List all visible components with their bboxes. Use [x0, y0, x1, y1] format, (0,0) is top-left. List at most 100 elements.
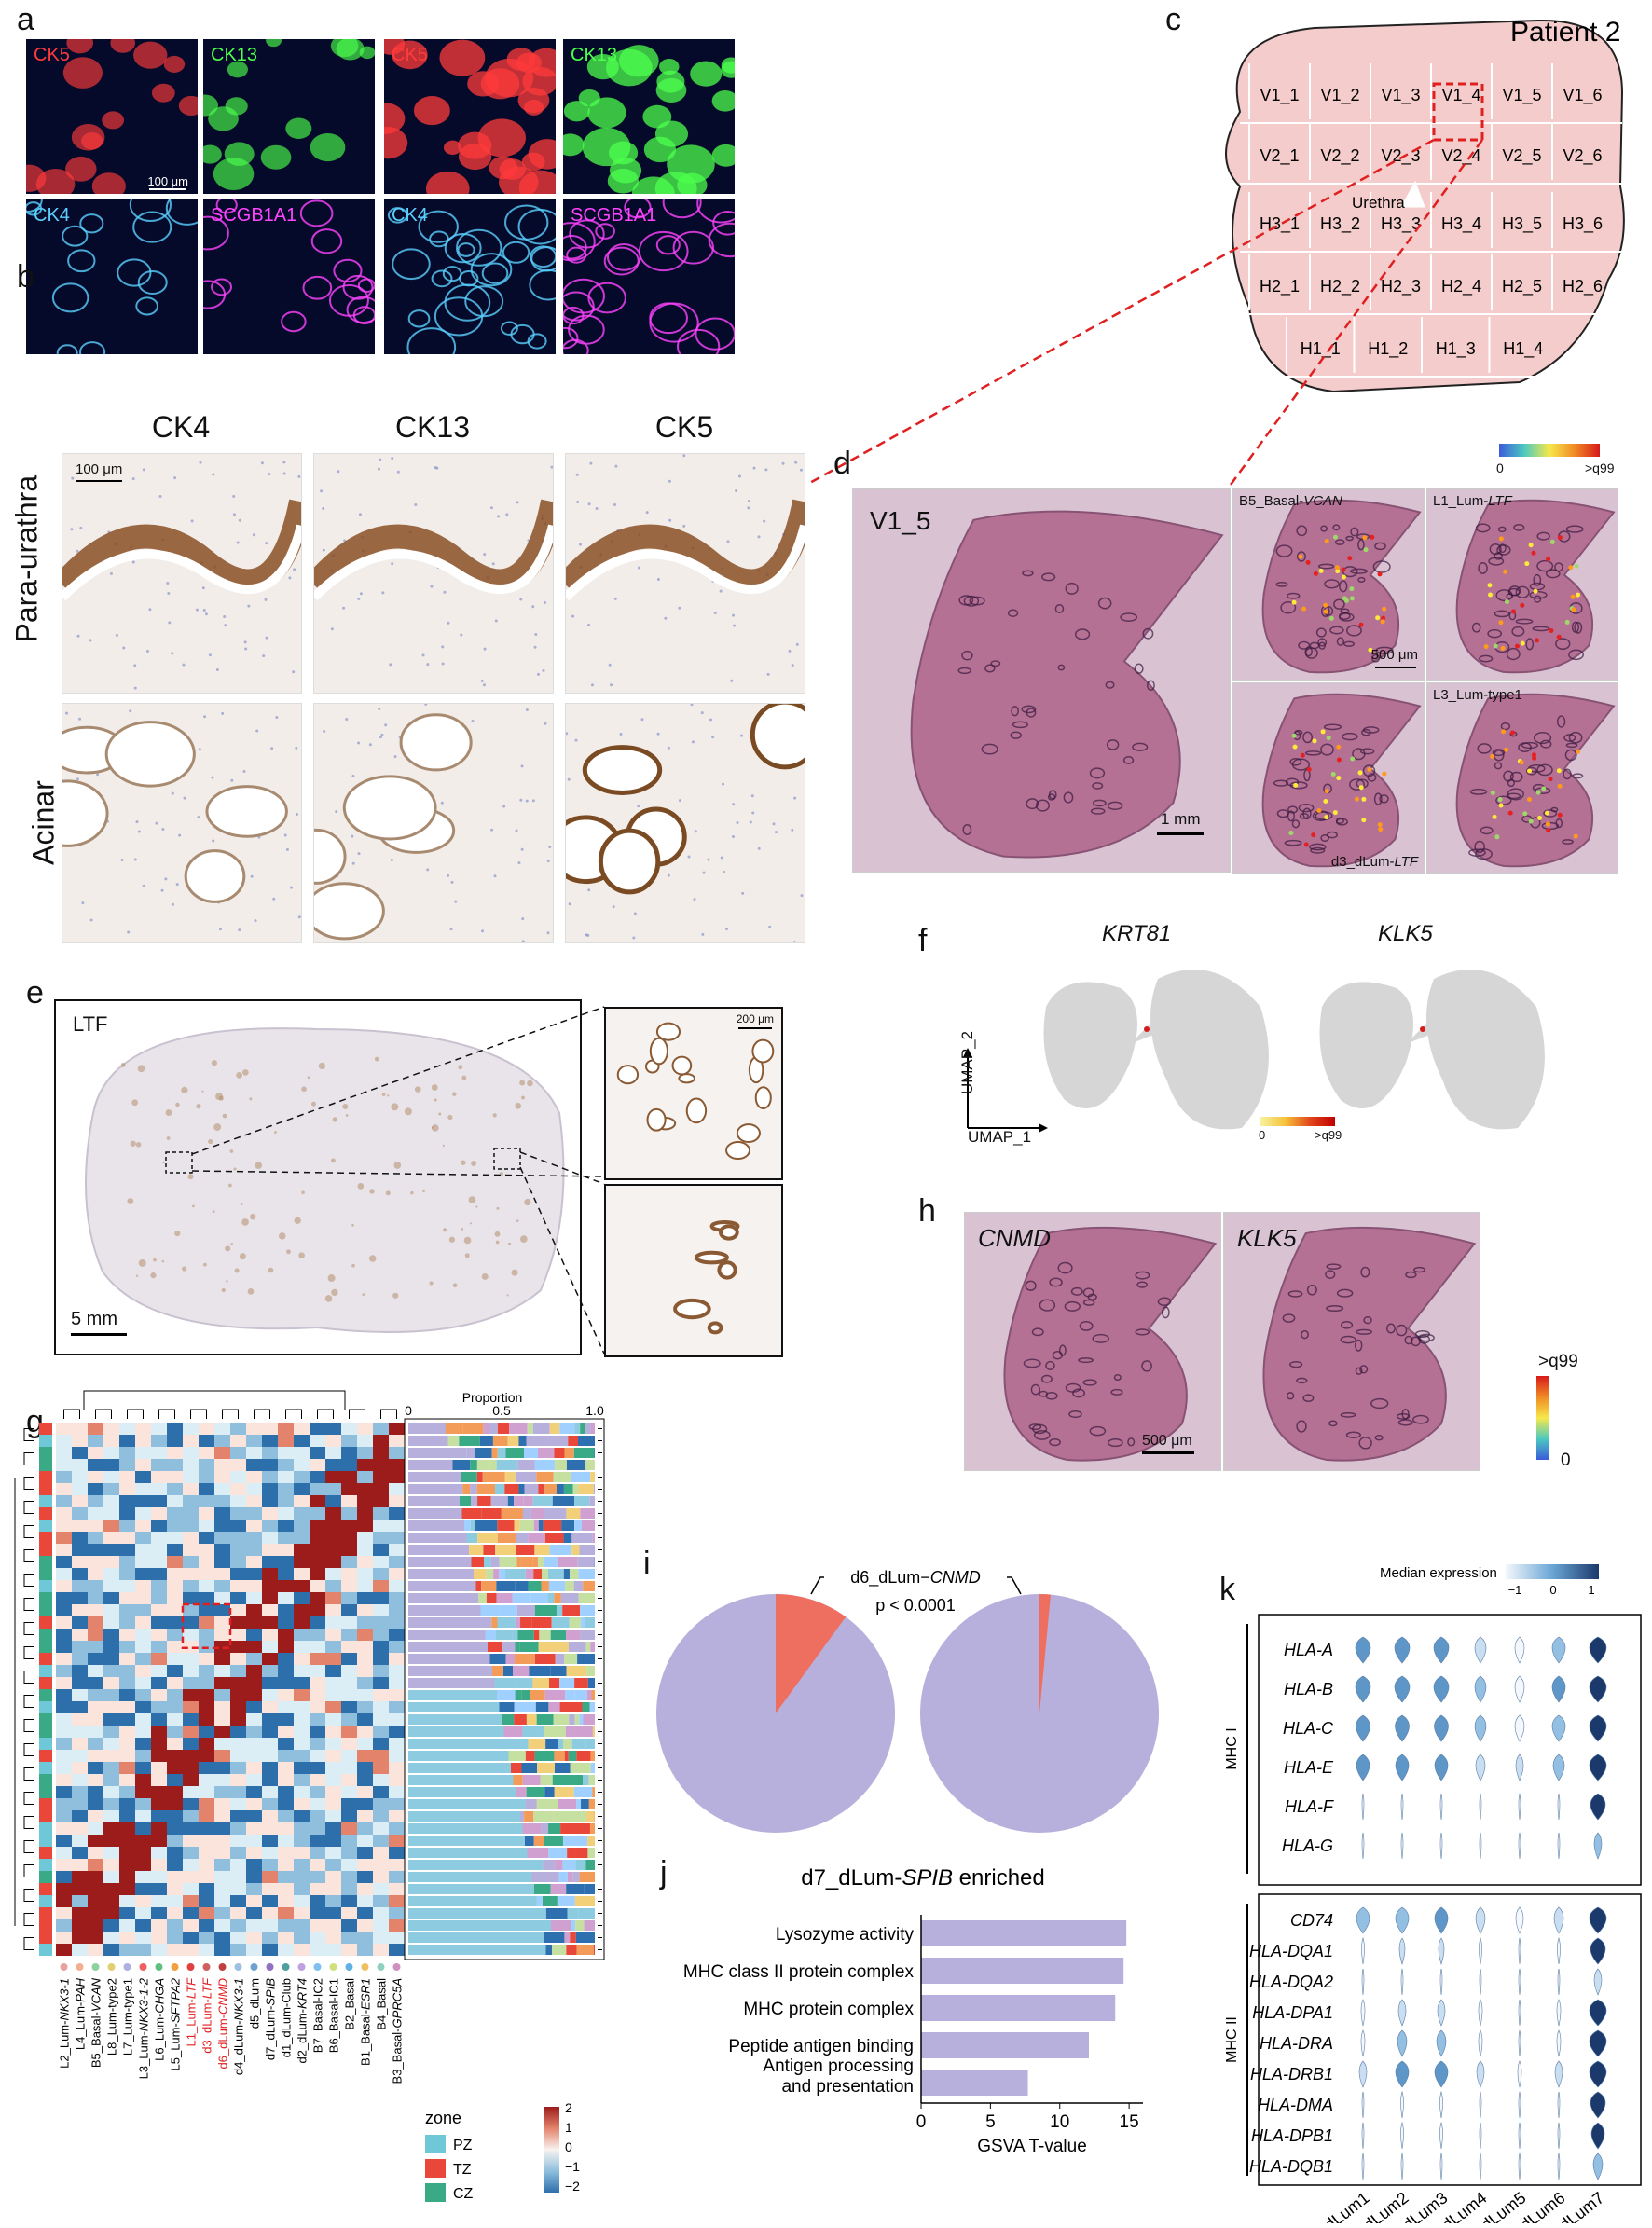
- heatmap-cell: [167, 1641, 183, 1653]
- heatmap-cell: [72, 1726, 88, 1738]
- heatmap-cell: [262, 1798, 278, 1810]
- heatmap-cell: [72, 1616, 88, 1629]
- heatmap-cell: [103, 1423, 119, 1435]
- gene-label: HLA-DRB1: [1250, 2065, 1333, 2084]
- heatmap-cell: [389, 1507, 405, 1520]
- zone-strip-cell: [39, 1786, 52, 1798]
- section-label-v2_2: V2_2: [1320, 146, 1359, 166]
- tile-marker-label: CK13: [211, 45, 258, 65]
- heatmap-cell: [56, 1423, 72, 1435]
- heatmap-cell: [214, 1544, 230, 1556]
- inset-image: [616, 1022, 775, 1161]
- proportion-segment: [590, 1763, 595, 1773]
- heatmap-cell: [278, 1435, 294, 1447]
- heatmap-cell: [325, 1859, 341, 1871]
- col-header-ck13: CK13: [394, 410, 471, 444]
- proportion-segment: [565, 1581, 574, 1591]
- gene-label: HLA-DPB1: [1251, 2126, 1333, 2145]
- zone-strip-cell: [39, 1847, 52, 1859]
- scale-line-e: [71, 1333, 127, 1336]
- proportion-segment: [531, 1872, 546, 1882]
- umap-gene-krt81: KRT81: [1102, 921, 1172, 946]
- umap-gene-klk5: KLK5: [1378, 921, 1433, 946]
- heatmap-cell: [151, 1471, 167, 1483]
- proportion-segment: [495, 1630, 513, 1640]
- heatmap-cell: [167, 1689, 183, 1701]
- proportion-segment: [589, 1702, 595, 1712]
- heatmap-cell: [262, 1738, 278, 1750]
- h-legend-min: 0: [1561, 1451, 1571, 1470]
- heatmap-cell: [230, 1495, 246, 1507]
- ltf-whole-section: LTF 5 mm: [54, 999, 582, 1355]
- proportion-segment: [576, 1751, 591, 1761]
- ihc-image: [314, 457, 553, 687]
- tissue-image: [1261, 693, 1422, 868]
- proportion-segment: [525, 1799, 537, 1809]
- heatmap-cell: [278, 1423, 294, 1435]
- heatmap-cell: [214, 1786, 230, 1798]
- ihc-tile: [313, 453, 554, 694]
- heatmap-cell: [262, 1532, 278, 1544]
- proportion-segment: [477, 1533, 498, 1543]
- heatmap-cell: [278, 1944, 294, 1956]
- heatmap-cell: [230, 1520, 246, 1532]
- proportion-segment: [536, 1472, 554, 1482]
- bar-category-label: Peptide antigen binding: [728, 2037, 914, 2056]
- heatmap-cell: [310, 1665, 325, 1677]
- proportion-segment: [574, 1690, 587, 1700]
- heatmap-cell: [199, 1580, 214, 1592]
- heatmap-cell: [103, 1835, 119, 1847]
- proportion-segment: [566, 1884, 585, 1894]
- heatmap-cell: [199, 1592, 214, 1604]
- he-main-v1-5: V1_5 1 mm: [852, 488, 1231, 873]
- section-label-h2_3: H2_3: [1381, 277, 1421, 296]
- column-label: L7_Lum-type1: [121, 1978, 135, 2056]
- heatmap-cell: [389, 1786, 405, 1798]
- tile-marker-label: CK13: [571, 45, 618, 65]
- proportion-segment: [579, 1714, 584, 1725]
- heatmap-cell: [325, 1701, 341, 1713]
- zone-strip-cell: [39, 1919, 52, 1932]
- he-gene-label: CNMD: [978, 1224, 1051, 1252]
- heatmap-cell: [278, 1822, 294, 1835]
- heatmap-cell: [357, 1907, 373, 1919]
- heatmap-cell: [214, 1604, 230, 1616]
- heatmap-cell: [341, 1604, 357, 1616]
- heatmap-cell: [389, 1556, 405, 1568]
- heatmap-cell: [135, 1798, 151, 1810]
- heatmap-cell: [325, 1689, 341, 1701]
- k-legend-tick: 1: [1588, 1583, 1594, 1597]
- proportion-segment: [408, 1896, 537, 1906]
- heatmap-cell: [246, 1822, 262, 1835]
- proportion-segment: [568, 1751, 577, 1761]
- violin: [1355, 1675, 1371, 1703]
- heatmap-cell: [230, 1810, 246, 1822]
- heatmap-cell: [373, 1713, 389, 1726]
- heatmap-cell: [373, 1689, 389, 1701]
- proportion-segment: [573, 1581, 584, 1591]
- heatmap-cell: [278, 1859, 294, 1871]
- heatmap-cell: [183, 1798, 199, 1810]
- proportion-segment: [490, 1557, 500, 1567]
- proportion-segment: [539, 1630, 551, 1640]
- heatmap-cell: [230, 1677, 246, 1689]
- heatmap-cell: [341, 1701, 357, 1713]
- proportion-segment: [524, 1484, 539, 1494]
- section-label-h1_3: H1_3: [1436, 339, 1476, 359]
- heatmap-cell: [103, 1750, 119, 1762]
- proportion-segment: [555, 1860, 563, 1870]
- heatmap-cell: [56, 1932, 72, 1944]
- proportion-segment: [567, 1908, 579, 1919]
- heatmap-cell: [167, 1798, 183, 1810]
- heatmap-cell: [341, 1423, 357, 1435]
- heatmap-cell: [246, 1520, 262, 1532]
- heatmap-cell: [103, 1665, 119, 1677]
- gene-label: HLA-DQB1: [1249, 2157, 1333, 2176]
- proportion-segment: [408, 1666, 492, 1676]
- heatmap-cell: [373, 1738, 389, 1750]
- heatmap-cell: [246, 1932, 262, 1944]
- heatmap-cell: [325, 1447, 341, 1459]
- panel-label-a: a: [17, 2, 34, 37]
- heatmap-cell: [183, 1483, 199, 1495]
- proportion-segment: [531, 1617, 552, 1628]
